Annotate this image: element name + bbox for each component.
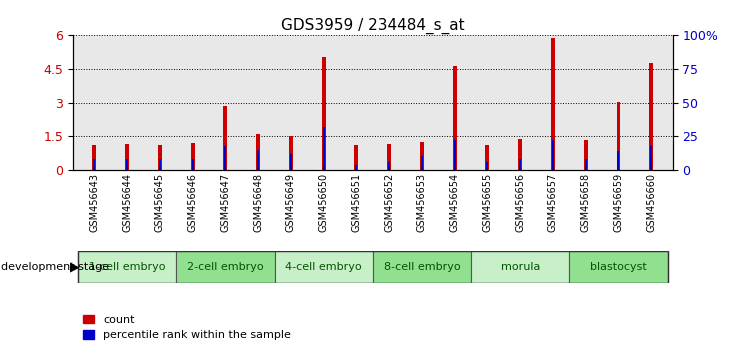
Bar [518, 138, 522, 170]
Bar [387, 144, 391, 170]
Text: ▶: ▶ [70, 261, 80, 274]
Bar [322, 127, 325, 170]
Bar [92, 145, 96, 170]
Bar [126, 159, 128, 170]
Bar [224, 146, 227, 170]
Text: 8-cell embryo: 8-cell embryo [384, 262, 461, 272]
Bar [420, 142, 424, 170]
Bar [355, 145, 358, 170]
Bar [485, 145, 490, 170]
Bar [551, 38, 555, 170]
Bar [388, 162, 390, 170]
Text: development stage: development stage [1, 262, 110, 272]
Bar [275, 251, 373, 283]
Bar [452, 65, 457, 170]
Bar [158, 145, 162, 170]
Bar [373, 251, 471, 283]
Bar [454, 140, 455, 170]
Legend: count, percentile rank within the sample: count, percentile rank within the sample [79, 310, 295, 345]
Bar [486, 162, 488, 170]
Bar [585, 159, 587, 170]
Bar [618, 151, 619, 170]
Bar [94, 159, 95, 170]
Title: GDS3959 / 234484_s_at: GDS3959 / 234484_s_at [281, 18, 465, 34]
Bar [471, 251, 569, 283]
Bar [224, 106, 227, 170]
Bar [290, 154, 292, 170]
Bar [159, 159, 161, 170]
Text: 1-cell embryo: 1-cell embryo [89, 262, 165, 272]
Bar [355, 165, 357, 170]
Bar [125, 144, 129, 170]
Bar [651, 146, 652, 170]
Text: 2-cell embryo: 2-cell embryo [187, 262, 264, 272]
Bar [256, 134, 260, 170]
Bar [78, 251, 176, 283]
Text: 4-cell embryo: 4-cell embryo [285, 262, 362, 272]
Bar [289, 136, 293, 170]
Bar [584, 139, 588, 170]
Bar [176, 251, 275, 283]
Bar [649, 63, 654, 170]
Bar [552, 140, 554, 170]
Bar [257, 150, 260, 170]
Bar [192, 159, 194, 170]
Text: blastocyst: blastocyst [590, 262, 647, 272]
Text: morula: morula [501, 262, 540, 272]
Bar [519, 159, 521, 170]
Bar [616, 102, 621, 170]
Bar [322, 57, 325, 170]
Bar [569, 251, 667, 283]
Bar [191, 143, 194, 170]
Bar [421, 156, 423, 170]
